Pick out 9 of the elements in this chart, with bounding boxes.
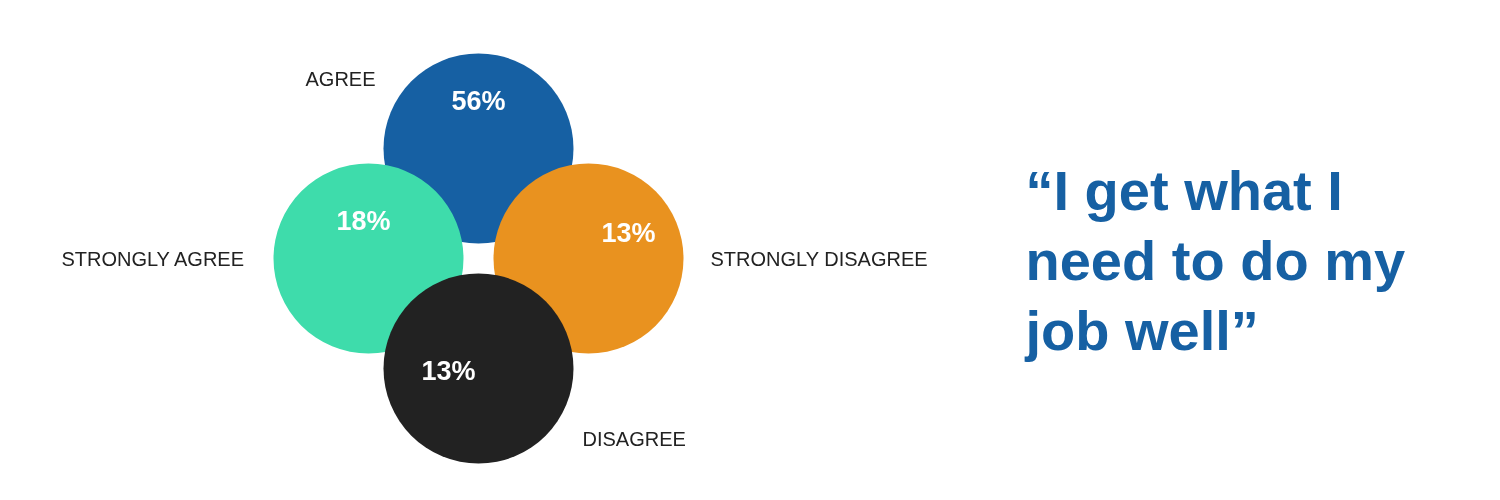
category-label: STRONGLY AGREE (61, 247, 245, 270)
data-label: 56% (451, 85, 506, 116)
category-label: STRONGLY DISAGREE (710, 247, 928, 270)
text: “I get what I need to do my job well” (1024, 159, 1406, 362)
data-label: 18% (336, 205, 391, 236)
data-label: 13% (421, 355, 476, 386)
category-label: DISAGREE (582, 427, 686, 450)
category-label: AGREE (305, 67, 376, 90)
data-label: 13% (601, 217, 656, 248)
